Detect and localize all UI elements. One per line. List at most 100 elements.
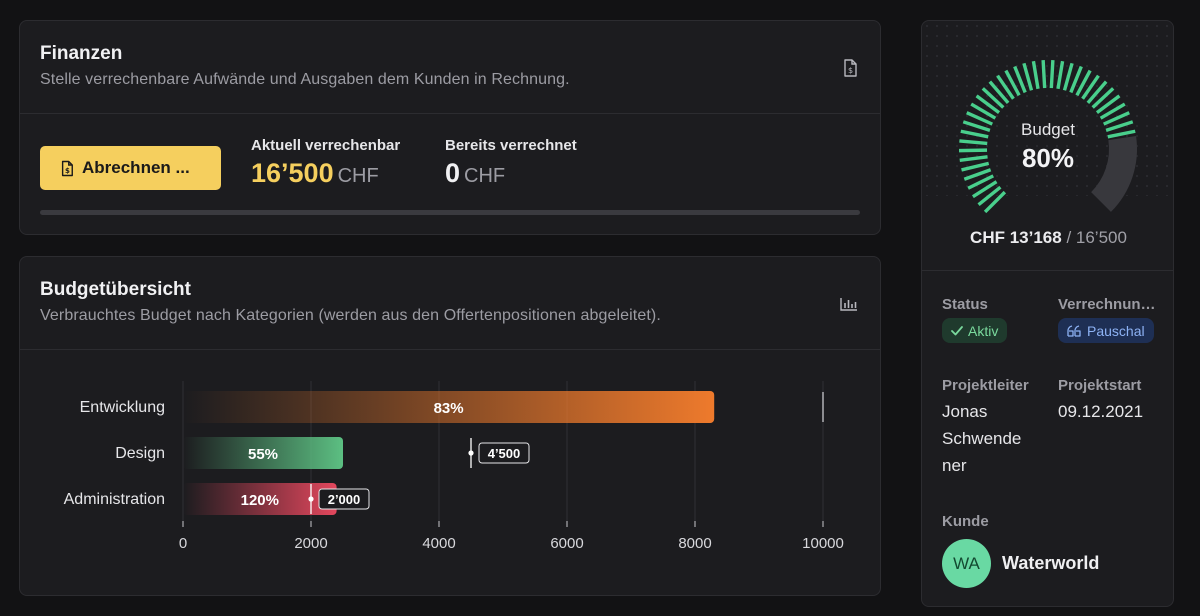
- x-tick-label: 6000: [550, 535, 583, 552]
- gauge-percent: 80%: [1022, 143, 1074, 173]
- gauge-tick: [1095, 94, 1121, 114]
- budget-overview-title: Budgetübersicht: [40, 279, 191, 300]
- gauge-tick: [981, 87, 1005, 109]
- gauge-tick: [1103, 111, 1130, 126]
- x-tick-label: 4000: [422, 535, 455, 552]
- project-start-value: 09.12.2021: [1058, 402, 1144, 421]
- billing-progress-bar: [40, 210, 860, 215]
- bar-design[interactable]: [183, 437, 343, 469]
- gauge-tick: [1081, 74, 1100, 100]
- gauge-tick: [967, 174, 994, 190]
- gauge-tick: [1049, 60, 1055, 89]
- gauge-tick: [1004, 69, 1021, 97]
- gauge-tick: [963, 168, 992, 181]
- bar-percent-label: 55%: [248, 446, 278, 463]
- customer-label: Kunde: [942, 513, 989, 530]
- current-billable-label: Aktuell verrechenbar: [251, 137, 401, 154]
- project-lead-label: Projektleiter: [942, 377, 1029, 394]
- finance-card: Finanzen Stelle verrechenbare Aufwände u…: [19, 20, 881, 235]
- current-billable-amount: 16’500: [251, 158, 334, 188]
- customer-avatar[interactable]: WA: [942, 539, 991, 588]
- gauge-tick: [962, 120, 991, 132]
- budget-separator: /: [1061, 228, 1076, 247]
- gauge-tick: [959, 155, 988, 163]
- project-lead-value: Jonas Schwende ner: [942, 398, 1021, 479]
- gauge-tick: [1041, 60, 1047, 89]
- quote-icon: [1067, 324, 1081, 337]
- finance-subtitle: Stelle verrechenbare Aufwände und Ausgab…: [40, 71, 570, 88]
- current-billable: Aktuell verrechenbar 16’500 CHF: [251, 137, 400, 189]
- gauge-tick: [961, 161, 990, 172]
- gauge-tick: [1075, 69, 1092, 97]
- gauge-tick: [958, 148, 988, 153]
- already-billed-value: 0 CHF: [445, 158, 577, 189]
- project-lead-line: Jonas: [942, 402, 988, 421]
- invoice-icon[interactable]: $: [842, 59, 858, 77]
- bar-percent-label: 120%: [241, 492, 279, 509]
- side-divider: [922, 270, 1173, 271]
- finance-title: Finanzen: [40, 43, 123, 64]
- current-billable-value: 16’500 CHF: [251, 158, 400, 189]
- gauge-tick: [975, 94, 1001, 114]
- budget-overview-card: Budgetübersicht Verbrauchtes Budget nach…: [19, 256, 881, 596]
- gauge-tick: [1013, 65, 1027, 94]
- gauge-tick: [1091, 87, 1115, 109]
- status-label: Status: [942, 296, 988, 313]
- already-billed-unit: CHF: [464, 165, 506, 187]
- budget-marker-dot: [468, 450, 474, 456]
- gauge-tick: [1086, 80, 1108, 104]
- bar-entwicklung[interactable]: [183, 391, 715, 423]
- check-icon: [951, 325, 963, 335]
- budget-total-value: 16’500: [1075, 228, 1127, 247]
- gauge-tick: [977, 185, 1002, 206]
- gauge-tick: [1062, 62, 1074, 91]
- already-billed-label: Bereits verrechnet: [445, 137, 577, 154]
- current-billable-unit: CHF: [337, 165, 379, 187]
- category-label: Entwicklung: [80, 399, 165, 416]
- gauge-label: Budget: [1021, 120, 1075, 139]
- already-billed: Bereits verrechnet 0 CHF: [445, 137, 577, 189]
- gauge-tick: [996, 74, 1015, 100]
- gauge-tick: [970, 102, 997, 120]
- svg-text:$: $: [848, 66, 853, 75]
- gauge-tick: [1069, 65, 1083, 94]
- gauge-tick: [1099, 102, 1126, 120]
- budget-divider: [20, 349, 880, 350]
- already-billed-amount: 0: [445, 158, 461, 188]
- project-summary-card: Budget 80% CHF 13’168 / 16’500 Status Ve…: [921, 20, 1174, 607]
- billing-type-label: Verrechnungsart: [1058, 296, 1158, 313]
- gauge-track: [1090, 136, 1137, 212]
- finance-divider: [20, 113, 880, 114]
- x-tick-label: 0: [179, 535, 187, 552]
- project-lead-line: ner: [942, 456, 967, 475]
- svg-text:$: $: [65, 166, 70, 174]
- billing-type-badge: Pauschal: [1058, 318, 1154, 343]
- budget-total: CHF 13’168 / 16’500: [922, 228, 1173, 248]
- bar-percent-label: 83%: [434, 400, 464, 417]
- category-label: Administration: [64, 491, 165, 508]
- invoice-icon: $: [61, 160, 73, 176]
- gauge-tick: [1022, 62, 1034, 91]
- gauge-tick: [971, 180, 998, 199]
- customer-name[interactable]: Waterworld: [1002, 553, 1100, 573]
- bar-chart-icon[interactable]: [840, 297, 858, 311]
- gauge-tick: [983, 190, 1007, 214]
- bill-button[interactable]: $ Abrechnen ...: [40, 146, 221, 190]
- category-label: Design: [115, 445, 165, 462]
- budget-bar-chart: Entwicklung 83% Design 55% 4’500 Administrati…: [64, 381, 844, 552]
- x-tick-label: 8000: [678, 535, 711, 552]
- x-tick-label: 10000: [802, 535, 844, 552]
- budget-marker-box: [478, 442, 530, 464]
- gauge-tick: [966, 111, 993, 126]
- project-start-label: Projektstart: [1058, 377, 1142, 394]
- budget-marker-label: 4’500: [488, 446, 521, 461]
- status-value: Aktiv: [968, 322, 999, 339]
- gauge-tick: [1105, 120, 1134, 132]
- x-tick-label: 2000: [294, 535, 327, 552]
- gauge-tick: [960, 129, 989, 139]
- bar-administration[interactable]: [183, 483, 337, 515]
- gauge-tick: [988, 80, 1010, 104]
- budget-marker-box: [318, 488, 370, 510]
- budget-gauge: Budget 80%: [922, 21, 1173, 214]
- budget-marker-label: 2’000: [328, 492, 361, 507]
